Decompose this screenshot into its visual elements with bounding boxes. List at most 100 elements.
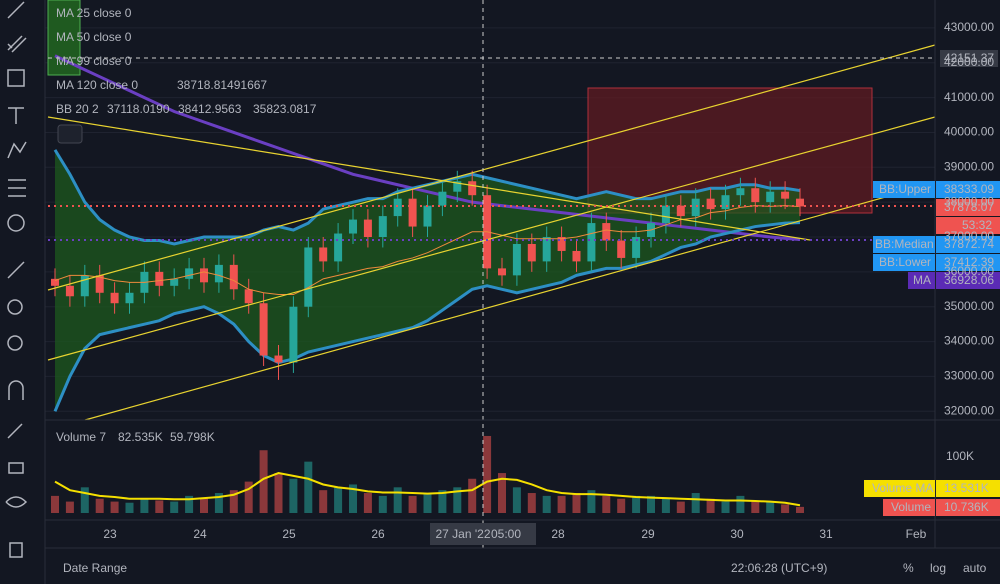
legend-bb-value: 37118.0190 bbox=[107, 102, 170, 116]
bb-median-line bbox=[54, 205, 801, 296]
percent-toggle[interactable]: % bbox=[903, 561, 914, 575]
tag-bg bbox=[936, 236, 1000, 253]
bottom-bar: Date Range 22:06:28 (UTC+9) % log auto bbox=[63, 561, 987, 575]
legend-ma50[interactable]: MA 50 close 0 bbox=[56, 30, 132, 44]
bb-median-tag: 37872.74 bbox=[944, 237, 994, 251]
bb-lower-line bbox=[53, 221, 801, 412]
tool-zoom-out[interactable] bbox=[7, 335, 23, 351]
y-tick-label: 34000.00 bbox=[944, 334, 994, 348]
tool-emoji[interactable] bbox=[7, 214, 25, 232]
volume-bar bbox=[721, 501, 730, 513]
tool-pattern[interactable] bbox=[7, 141, 27, 159]
tool-lock[interactable] bbox=[8, 462, 24, 474]
trend-line[interactable] bbox=[47, 116, 936, 361]
legend-ma99[interactable]: MA 99 close 0 bbox=[56, 54, 132, 68]
legend-bb[interactable]: BB 20 2 bbox=[56, 102, 99, 116]
x-tick-label: 31 bbox=[819, 527, 833, 541]
log-toggle[interactable]: log bbox=[930, 561, 946, 575]
candle-body bbox=[185, 268, 194, 279]
y-tick-label: 41000.00 bbox=[944, 90, 994, 104]
tag-bg bbox=[873, 236, 935, 253]
ma-tag: 36928.06 bbox=[944, 273, 994, 287]
volume-bar bbox=[661, 498, 670, 513]
volume-bar bbox=[229, 490, 238, 513]
trend-lines[interactable] bbox=[47, 44, 936, 421]
candle-body bbox=[155, 271, 164, 286]
volume-bar bbox=[527, 493, 536, 513]
x-tick-label: 25 bbox=[282, 527, 296, 541]
candle-body bbox=[110, 292, 119, 304]
bb-fill-group bbox=[55, 149, 800, 412]
tag-bg bbox=[936, 181, 1000, 198]
auto-toggle[interactable]: auto bbox=[963, 561, 987, 575]
candle-body bbox=[691, 198, 700, 217]
date-range[interactable]: Date Range bbox=[63, 561, 127, 575]
tool-forecast[interactable] bbox=[8, 179, 26, 197]
tool-trash[interactable] bbox=[9, 542, 23, 558]
bb-upper-tag: 38333.09 bbox=[944, 182, 994, 196]
trend-line[interactable] bbox=[84, 192, 901, 421]
candle-body bbox=[289, 306, 298, 363]
tag-bg bbox=[873, 254, 935, 271]
tag-bg bbox=[936, 499, 1000, 516]
volume-bar bbox=[632, 495, 641, 513]
volume-bar bbox=[736, 495, 745, 513]
candle-body bbox=[200, 268, 208, 283]
volume-bar bbox=[334, 487, 343, 513]
volume-bar bbox=[95, 498, 104, 513]
volume-bar bbox=[393, 487, 402, 513]
tool-fib[interactable] bbox=[7, 35, 27, 53]
x-tick-label: 28 bbox=[551, 527, 565, 541]
candle-body bbox=[229, 264, 238, 290]
volume-bar bbox=[512, 487, 521, 513]
collapse-button[interactable] bbox=[57, 124, 83, 144]
candle-body bbox=[512, 243, 521, 276]
tool-zoom-in[interactable] bbox=[7, 299, 23, 315]
crosshair-price: 42151.37 bbox=[944, 51, 994, 65]
candle-body bbox=[378, 216, 387, 238]
candle-body bbox=[781, 191, 790, 199]
trend-line[interactable] bbox=[47, 44, 936, 291]
tool-pencil[interactable] bbox=[7, 423, 23, 439]
tool-line[interactable] bbox=[7, 1, 25, 19]
volume-name: Volume bbox=[891, 500, 931, 514]
candle-body bbox=[259, 303, 268, 356]
candle-body bbox=[557, 237, 566, 251]
y-tick-label: 36000.00 bbox=[944, 264, 994, 278]
volume-bar bbox=[363, 493, 372, 513]
tag-bg bbox=[873, 181, 935, 198]
candle-body bbox=[363, 219, 372, 238]
candle-body bbox=[527, 243, 536, 262]
y-tick-label: 39000.00 bbox=[944, 159, 994, 173]
plot bbox=[51, 54, 804, 513]
volume-bar bbox=[781, 504, 790, 513]
tag-bg bbox=[936, 272, 1000, 289]
legend-ma120[interactable]: MA 120 close 0 bbox=[56, 78, 138, 92]
volume-bar bbox=[483, 435, 492, 513]
legend-ma25[interactable]: MA 25 close 0 bbox=[56, 6, 132, 20]
tool-ruler[interactable] bbox=[7, 261, 25, 279]
price-tags: 42151.37 BB:Upper 38333.09 37878.07 53:3… bbox=[864, 50, 1000, 516]
volume-bar bbox=[51, 495, 59, 513]
tools bbox=[5, 1, 28, 558]
volume-bar bbox=[647, 495, 655, 513]
crosshair-time-bg bbox=[430, 523, 536, 545]
volume-bar bbox=[453, 487, 462, 513]
candle-body bbox=[796, 198, 804, 207]
tool-text[interactable] bbox=[8, 107, 24, 124]
tool-eye[interactable] bbox=[5, 496, 28, 508]
tool-magnet[interactable] bbox=[8, 380, 24, 400]
volume-bar bbox=[244, 481, 253, 513]
candle-body bbox=[751, 188, 760, 203]
legend-volume[interactable]: Volume 7 bbox=[56, 430, 106, 444]
volume-bar bbox=[65, 501, 74, 513]
tool-shape[interactable] bbox=[7, 69, 25, 87]
volume-bar bbox=[587, 490, 596, 513]
volume-bar bbox=[468, 478, 477, 513]
candle-body bbox=[95, 275, 104, 293]
y-tick-label: 42000.00 bbox=[944, 55, 994, 69]
legend-bb-value: 35823.0817 bbox=[253, 102, 317, 116]
volume-bar bbox=[438, 490, 447, 513]
volume-bar bbox=[214, 493, 223, 513]
trend-line[interactable] bbox=[47, 116, 811, 241]
